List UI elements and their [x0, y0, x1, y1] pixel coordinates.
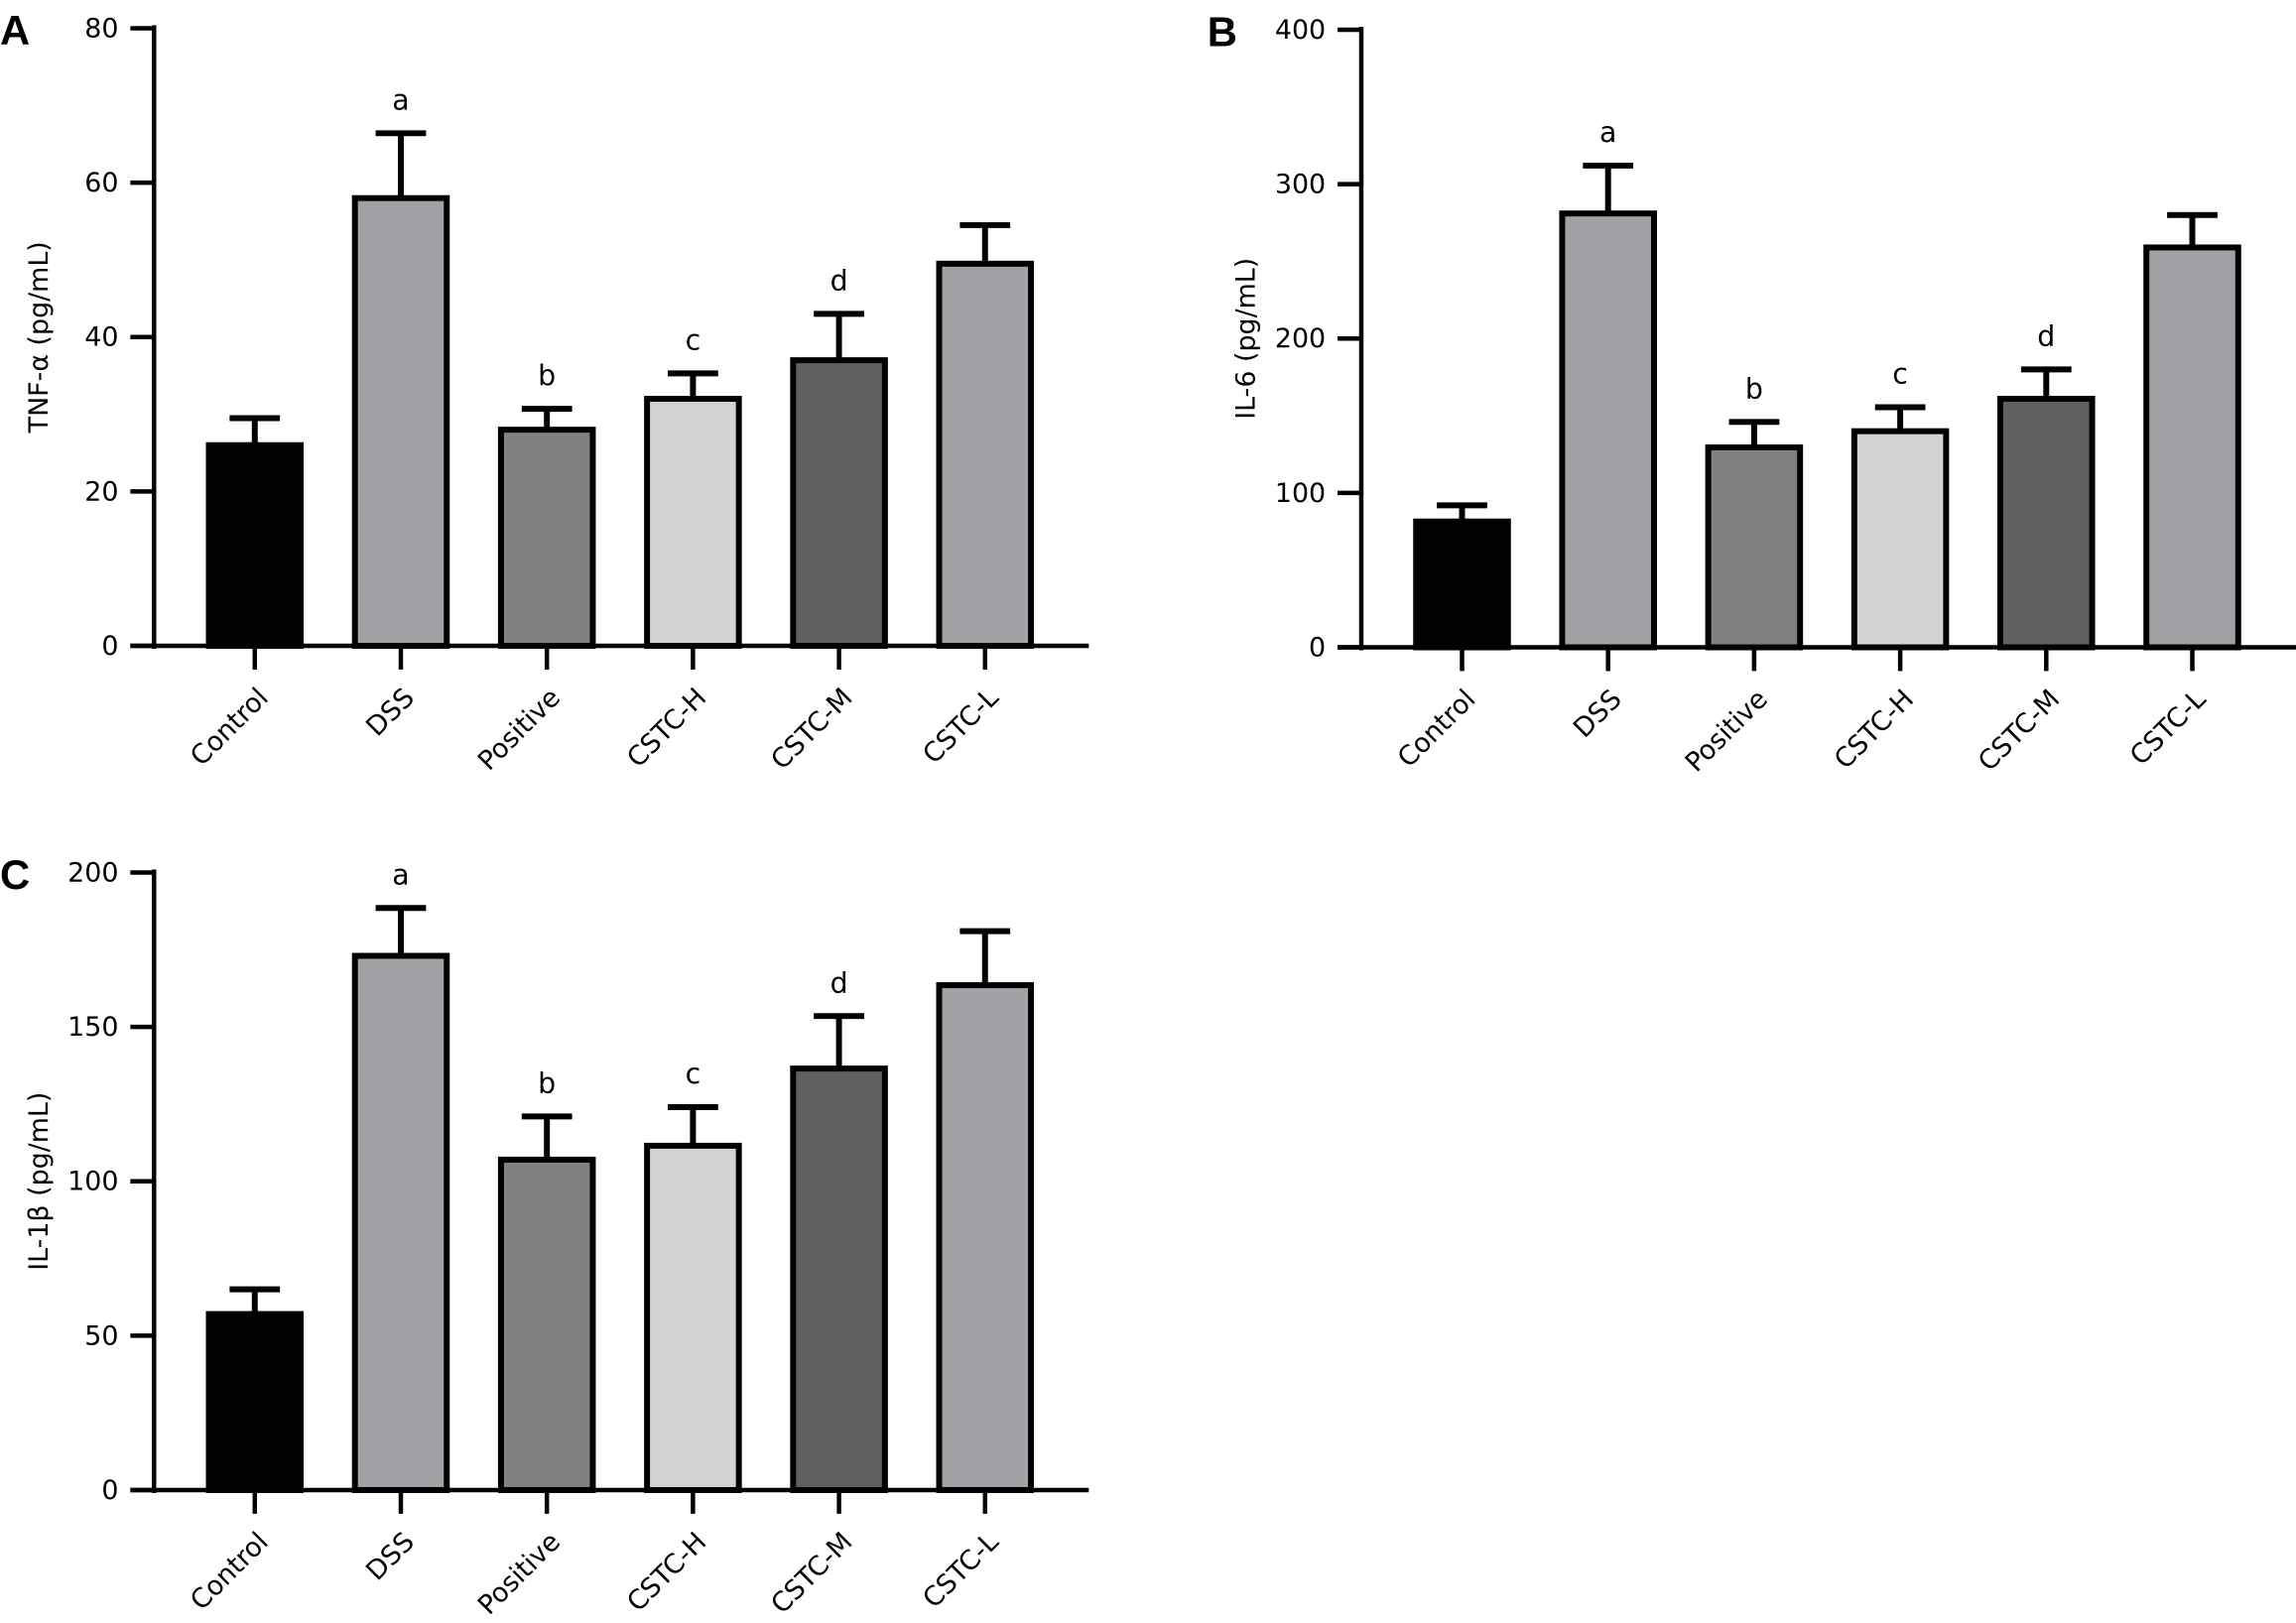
- panel: B IL-6 (pg/mL) 0 100 200 300 400 Control a DSS b Po…: [1208, 8, 2296, 778]
- bar: [1559, 210, 1657, 651]
- x-tick-label: CSTC-H: [621, 683, 712, 774]
- y-tick-label: 200: [1275, 323, 1326, 354]
- x-tick-label: DSS: [360, 683, 421, 743]
- x-tick-label: CSTC-L: [917, 1527, 1004, 1614]
- significance-letter: b: [538, 359, 556, 392]
- bar: [205, 1311, 305, 1493]
- bar: [1413, 518, 1511, 651]
- x-tick-label: DSS: [1568, 684, 1628, 744]
- x-tick-label: CSTC-M: [765, 1527, 858, 1619]
- significance-letter: b: [538, 1066, 556, 1099]
- bar: [1997, 395, 2096, 651]
- panel-label: B: [1208, 8, 1237, 55]
- y-tick-label: 200: [67, 857, 118, 888]
- y-tick-label: 60: [84, 168, 118, 198]
- x-tick-label: Positive: [472, 683, 567, 777]
- x-tick-label: DSS: [360, 1527, 421, 1587]
- panel-label: C: [0, 851, 30, 898]
- bar: [2143, 244, 2241, 651]
- y-tick-label: 50: [84, 1320, 118, 1351]
- y-axis-label: TNF-α (pg/mL): [24, 241, 55, 434]
- significance-letter: a: [1599, 116, 1616, 149]
- bar: [497, 1156, 596, 1493]
- y-axis-label: IL-6 (pg/mL): [1230, 258, 1261, 420]
- bar: [790, 357, 888, 650]
- x-tick-label: CSTC-H: [621, 1527, 712, 1618]
- bar: [497, 427, 596, 650]
- bar: [644, 396, 742, 650]
- y-tick-label: 20: [84, 476, 118, 507]
- panel: A TNF-α (pg/mL) 0 20 40 60 80 Control a DSS b Posit…: [0, 7, 1089, 777]
- bar: [936, 260, 1035, 650]
- bar: [205, 441, 305, 650]
- x-tick-label: Control: [1392, 684, 1482, 774]
- x-tick-label: CSTC-M: [1973, 684, 2066, 777]
- panel-label: A: [0, 7, 30, 54]
- bar: [644, 1142, 742, 1493]
- significance-letter: d: [830, 265, 848, 298]
- y-axis-label: IL-1β (pg/mL): [24, 1092, 55, 1271]
- x-tick-label: Positive: [472, 1527, 567, 1619]
- significance-letter: a: [392, 83, 409, 116]
- bar: [1705, 443, 1804, 651]
- y-tick-label: 100: [67, 1167, 118, 1197]
- significance-letter: c: [686, 323, 702, 356]
- y-tick-label: 40: [84, 322, 118, 353]
- bar: [790, 1065, 888, 1493]
- y-tick-label: 80: [84, 13, 118, 44]
- y-tick-label: 0: [101, 1475, 118, 1506]
- x-tick-label: Control: [185, 683, 275, 773]
- x-tick-label: CSTC-L: [917, 683, 1004, 770]
- significance-letter: b: [1745, 372, 1763, 405]
- y-tick-label: 150: [67, 1012, 118, 1043]
- bar: [351, 194, 450, 650]
- significance-letter: c: [686, 1058, 702, 1090]
- bar: [936, 982, 1035, 1493]
- x-tick-label: CSTC-L: [2124, 684, 2212, 771]
- bar: [351, 952, 450, 1493]
- significance-letter: c: [1892, 358, 1908, 391]
- bar: [1850, 428, 1950, 651]
- x-tick-label: Control: [185, 1527, 275, 1617]
- y-tick-label: 300: [1275, 170, 1326, 200]
- significance-letter: d: [2037, 319, 2055, 352]
- x-tick-label: CSTC-H: [1829, 684, 1920, 775]
- y-tick-label: 100: [1275, 478, 1326, 509]
- y-tick-label: 0: [1309, 632, 1326, 663]
- panel: C IL-1β (pg/mL) 0 50 100 150 200 Control a DSS b Po…: [0, 851, 1089, 1621]
- x-tick-label: Positive: [1680, 684, 1774, 778]
- significance-letter: a: [392, 858, 409, 891]
- y-tick-label: 0: [101, 631, 118, 662]
- significance-letter: d: [830, 966, 848, 999]
- x-tick-label: CSTC-M: [765, 683, 858, 776]
- y-tick-label: 400: [1275, 15, 1326, 46]
